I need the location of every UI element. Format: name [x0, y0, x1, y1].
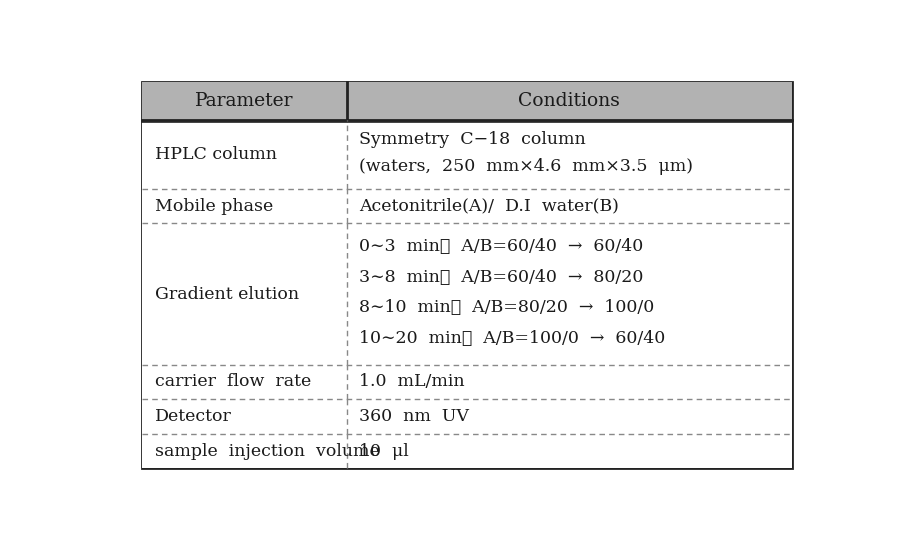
Text: 10  μl: 10 μl	[360, 443, 409, 459]
Text: 360  nm  UV: 360 nm UV	[360, 408, 469, 425]
Bar	[142, 120, 792, 189]
Bar	[142, 434, 792, 468]
Text: Mobile phase: Mobile phase	[155, 198, 273, 215]
Text: (waters,  250  mm×4.6  mm×3.5  μm): (waters, 250 mm×4.6 mm×3.5 μm)	[360, 158, 693, 175]
Text: 10∼20  min：  A/B=100/0  →  60/40: 10∼20 min： A/B=100/0 → 60/40	[360, 330, 666, 347]
Text: Conditions: Conditions	[518, 92, 620, 110]
Text: HPLC column: HPLC column	[155, 146, 277, 163]
Text: Parameter: Parameter	[195, 92, 293, 110]
Bar	[142, 82, 792, 120]
Text: 8∼10  min：  A/B=80/20  →  100/0: 8∼10 min： A/B=80/20 → 100/0	[360, 299, 655, 317]
Text: 0∼3  min：  A/B=60/40  →  60/40: 0∼3 min： A/B=60/40 → 60/40	[360, 238, 644, 255]
Text: carrier  flow  rate: carrier flow rate	[155, 373, 311, 390]
Bar	[142, 189, 792, 223]
Bar	[142, 365, 792, 399]
Text: 1.0  mL/min: 1.0 mL/min	[360, 373, 465, 390]
Text: Symmetry  C−18  column: Symmetry C−18 column	[360, 131, 586, 148]
Text: sample  injection  volume: sample injection volume	[155, 443, 380, 459]
Text: Gradient elution: Gradient elution	[155, 286, 299, 302]
Text: 3∼8  min：  A/B=60/40  →  80/20: 3∼8 min： A/B=60/40 → 80/20	[360, 269, 644, 286]
Text: Acetonitrile(A)/  D.I  water(B): Acetonitrile(A)/ D.I water(B)	[360, 198, 619, 215]
Bar	[142, 399, 792, 434]
Text: Detector: Detector	[155, 408, 231, 425]
Bar	[142, 223, 792, 365]
